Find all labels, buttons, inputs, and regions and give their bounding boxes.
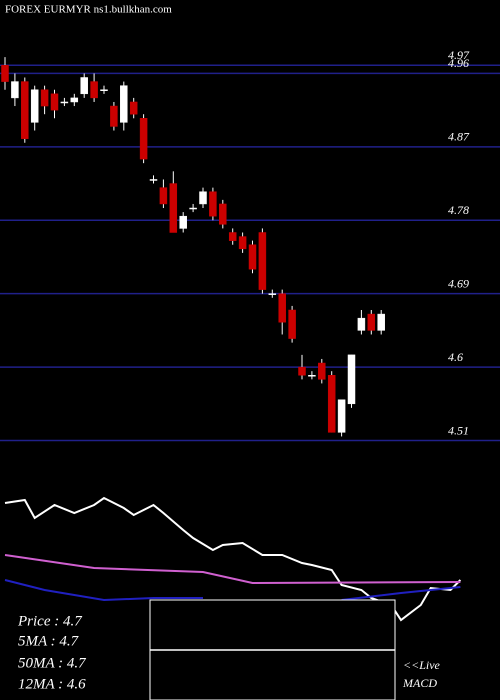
candle-body: [288, 309, 296, 339]
indicator-line: [4, 554, 461, 585]
candle-body: [179, 215, 187, 229]
candle-body: [100, 89, 108, 91]
candle-body: [169, 183, 178, 233]
chart-title: FOREX EURMYR ns1.bullkhan.com: [5, 4, 172, 16]
candle-body: [209, 191, 217, 217]
info-12ma: 12MA : 4.6: [18, 676, 86, 692]
candle-body: [11, 81, 19, 99]
candle-body: [199, 191, 207, 205]
candle-body: [327, 375, 336, 433]
candle-body: [120, 85, 128, 123]
candle-body: [219, 203, 227, 225]
candle-body: [149, 179, 158, 181]
candle-body: [228, 232, 237, 241]
candle-body: [298, 366, 306, 376]
candle-body: [377, 313, 385, 331]
candle-body: [60, 101, 69, 104]
candle-body: [308, 375, 316, 377]
candle-body: [278, 293, 286, 323]
y-tick-label: 4.6: [448, 350, 463, 364]
candle-body: [367, 313, 376, 331]
candle-body: [1, 65, 9, 82]
y-tick-label: 4.78: [448, 203, 469, 217]
y-tick-label: 4.97: [448, 48, 470, 62]
candle-body: [70, 97, 79, 103]
y-tick-label: 4.51: [448, 423, 469, 437]
candle-body: [129, 101, 138, 115]
macd-label: MACD: [402, 676, 437, 690]
candle-body: [318, 362, 326, 380]
live-label: <<Live: [403, 658, 441, 672]
info-5ma: 5MA : 4.7: [18, 633, 80, 649]
candle-body: [110, 105, 118, 127]
info-50ma: 50MA : 4.7: [18, 655, 87, 671]
y-tick-label: 4.96: [448, 56, 469, 70]
candle-body: [80, 77, 88, 95]
candle-body: [30, 89, 39, 123]
candle-body: [40, 89, 49, 107]
candle-body: [248, 244, 257, 270]
candle-body: [21, 81, 29, 139]
candle-body: [189, 207, 197, 210]
candle-body: [50, 93, 59, 111]
candle-body: [159, 187, 168, 205]
candle-body: [90, 81, 98, 99]
info-price: Price : 4.7: [17, 613, 83, 629]
candle-body: [139, 118, 148, 160]
candle-body: [347, 354, 356, 405]
candle-body: [357, 317, 366, 331]
y-tick-label: 4.87: [448, 130, 470, 144]
candle-body: [258, 232, 267, 290]
indicator-line: [4, 579, 461, 602]
y-tick-label: 4.69: [448, 276, 469, 290]
candle-body: [337, 399, 346, 433]
candle-body: [268, 293, 277, 295]
candle-body: [238, 236, 247, 250]
